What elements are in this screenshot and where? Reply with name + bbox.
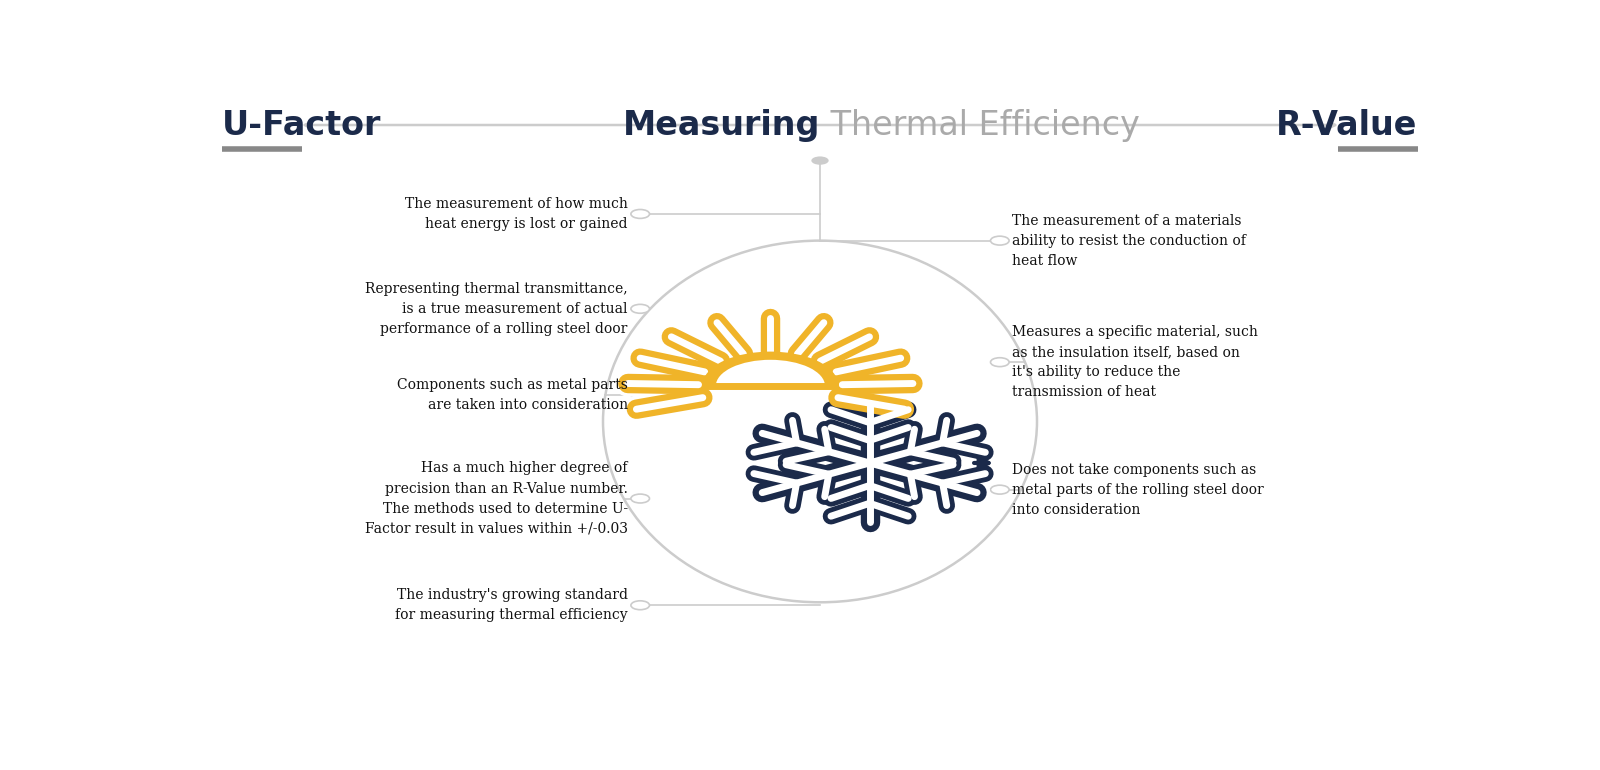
Wedge shape — [715, 360, 826, 386]
Text: The measurement of a materials
ability to resist the conduction of
heat flow: The measurement of a materials ability t… — [1013, 213, 1246, 268]
Circle shape — [630, 494, 650, 503]
Text: The measurement of how much
heat energy is lost or gained: The measurement of how much heat energy … — [405, 197, 627, 231]
Text: The industry's growing standard
for measuring thermal efficiency: The industry's growing standard for meas… — [395, 588, 627, 622]
Circle shape — [630, 304, 650, 313]
Text: R-Value: R-Value — [1277, 109, 1418, 142]
Text: Thermal Efficiency: Thermal Efficiency — [819, 109, 1139, 142]
Circle shape — [990, 485, 1010, 494]
Circle shape — [630, 209, 650, 219]
Circle shape — [630, 601, 650, 610]
Text: Representing thermal transmittance,
is a true measurement of actual
performance : Representing thermal transmittance, is a… — [365, 282, 627, 336]
Circle shape — [630, 390, 650, 399]
Text: Does not take components such as
metal parts of the rolling steel door
into cons: Does not take components such as metal p… — [1013, 463, 1264, 517]
Circle shape — [811, 156, 829, 165]
Text: Measuring: Measuring — [622, 109, 819, 142]
Wedge shape — [706, 355, 835, 386]
Circle shape — [990, 358, 1010, 367]
Circle shape — [990, 236, 1010, 245]
Wedge shape — [706, 355, 835, 386]
Text: Components such as metal parts
are taken into consideration: Components such as metal parts are taken… — [397, 378, 627, 412]
Text: Has a much higher degree of
precision than an R-Value number.
The methods used t: Has a much higher degree of precision th… — [365, 461, 627, 536]
Text: Measures a specific material, such
as the insulation itself, based on
it's abili: Measures a specific material, such as th… — [1013, 325, 1258, 399]
Text: U-Factor: U-Factor — [222, 109, 382, 142]
